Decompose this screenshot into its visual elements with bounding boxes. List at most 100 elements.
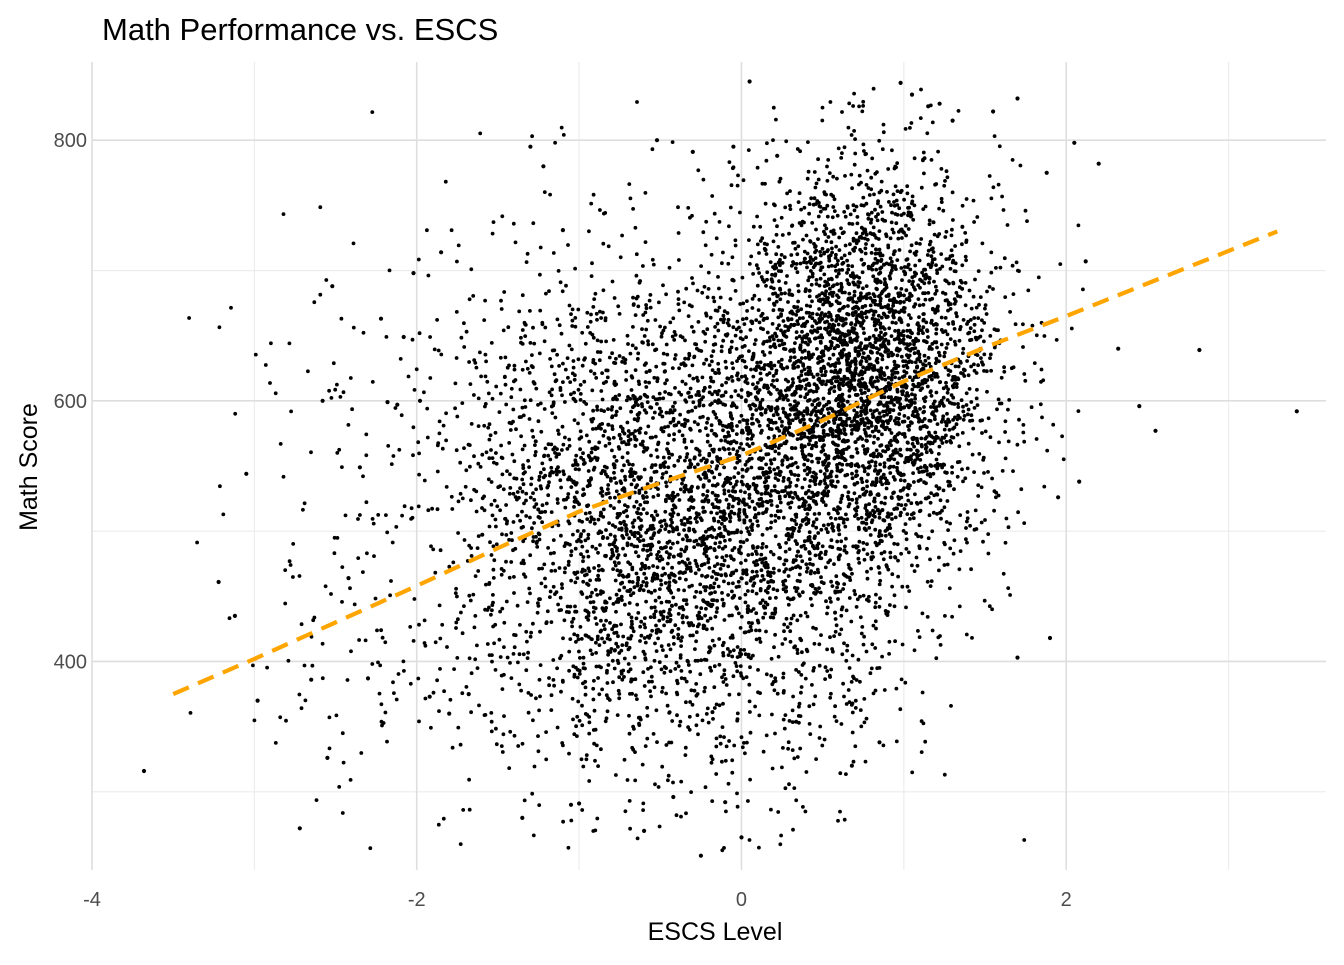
data-point bbox=[745, 317, 749, 321]
data-point bbox=[810, 283, 814, 287]
data-point bbox=[870, 520, 874, 524]
data-point bbox=[567, 669, 571, 673]
data-point bbox=[709, 617, 713, 621]
data-point bbox=[1006, 408, 1010, 412]
data-point bbox=[947, 373, 951, 377]
data-point bbox=[965, 391, 969, 395]
data-point bbox=[875, 287, 879, 291]
data-point bbox=[917, 416, 921, 420]
data-point bbox=[1077, 480, 1081, 484]
data-point bbox=[832, 283, 836, 287]
data-point bbox=[751, 500, 755, 504]
data-point bbox=[801, 497, 805, 501]
data-point bbox=[964, 255, 968, 259]
data-point bbox=[905, 288, 909, 292]
data-point bbox=[848, 222, 852, 226]
data-point bbox=[955, 315, 959, 319]
data-point bbox=[894, 556, 898, 560]
data-point bbox=[854, 366, 858, 370]
data-point bbox=[851, 281, 855, 285]
data-point bbox=[756, 284, 760, 288]
data-point bbox=[835, 177, 839, 181]
data-point bbox=[1004, 457, 1008, 461]
data-point bbox=[829, 340, 833, 344]
data-point bbox=[385, 400, 389, 404]
data-point bbox=[924, 321, 928, 325]
data-point bbox=[888, 471, 892, 475]
data-point bbox=[837, 533, 841, 537]
data-point bbox=[786, 380, 790, 384]
data-point bbox=[781, 431, 785, 435]
data-point bbox=[788, 288, 792, 292]
data-point bbox=[930, 342, 934, 346]
data-point bbox=[704, 312, 708, 316]
data-point bbox=[793, 586, 797, 590]
data-point bbox=[880, 475, 884, 479]
data-point bbox=[890, 517, 894, 521]
data-point bbox=[689, 387, 693, 391]
data-point bbox=[673, 386, 677, 390]
data-point bbox=[728, 452, 732, 456]
data-point bbox=[846, 268, 850, 272]
data-point bbox=[691, 150, 695, 154]
data-point bbox=[647, 680, 651, 684]
data-point bbox=[766, 386, 770, 390]
data-point bbox=[638, 625, 642, 629]
data-point bbox=[982, 353, 986, 357]
data-point bbox=[870, 642, 874, 646]
data-point bbox=[937, 569, 941, 573]
data-point bbox=[678, 724, 682, 728]
data-point bbox=[915, 250, 919, 254]
data-point bbox=[777, 452, 781, 456]
data-point bbox=[737, 612, 741, 616]
data-point bbox=[956, 433, 960, 437]
data-point bbox=[833, 209, 837, 213]
data-point bbox=[716, 309, 720, 313]
data-point bbox=[994, 495, 998, 499]
data-point bbox=[799, 638, 803, 642]
data-point bbox=[779, 269, 783, 273]
data-point bbox=[571, 308, 575, 312]
data-point bbox=[899, 489, 903, 493]
data-point bbox=[844, 432, 848, 436]
data-point bbox=[765, 159, 769, 163]
data-point bbox=[938, 267, 942, 271]
data-point bbox=[865, 479, 869, 483]
data-point bbox=[890, 211, 894, 215]
data-point bbox=[844, 341, 848, 345]
data-point bbox=[686, 206, 690, 210]
data-point bbox=[623, 657, 627, 661]
data-point bbox=[842, 398, 846, 402]
data-point bbox=[907, 428, 911, 432]
data-point bbox=[892, 367, 896, 371]
data-point bbox=[769, 674, 773, 678]
data-point bbox=[612, 506, 616, 510]
data-point bbox=[828, 287, 832, 291]
data-point bbox=[774, 514, 778, 518]
data-point bbox=[512, 591, 516, 595]
data-point bbox=[530, 353, 534, 357]
data-point bbox=[653, 470, 657, 474]
data-point bbox=[754, 318, 758, 322]
data-point bbox=[921, 325, 925, 329]
data-point bbox=[903, 681, 907, 685]
data-point bbox=[1137, 404, 1141, 408]
data-point bbox=[911, 218, 915, 222]
data-point bbox=[913, 569, 917, 573]
data-point bbox=[899, 406, 903, 410]
data-point bbox=[952, 282, 956, 286]
data-point bbox=[878, 571, 882, 575]
data-point bbox=[867, 514, 871, 518]
data-point bbox=[953, 402, 957, 406]
data-point bbox=[794, 558, 798, 562]
data-point bbox=[934, 656, 938, 660]
data-point bbox=[453, 406, 457, 410]
data-point bbox=[983, 518, 987, 522]
data-point bbox=[519, 336, 523, 340]
data-point bbox=[705, 458, 709, 462]
data-point bbox=[906, 499, 910, 503]
data-point bbox=[674, 353, 678, 357]
data-point bbox=[1056, 495, 1060, 499]
data-point bbox=[1045, 449, 1049, 453]
data-point bbox=[638, 639, 642, 643]
